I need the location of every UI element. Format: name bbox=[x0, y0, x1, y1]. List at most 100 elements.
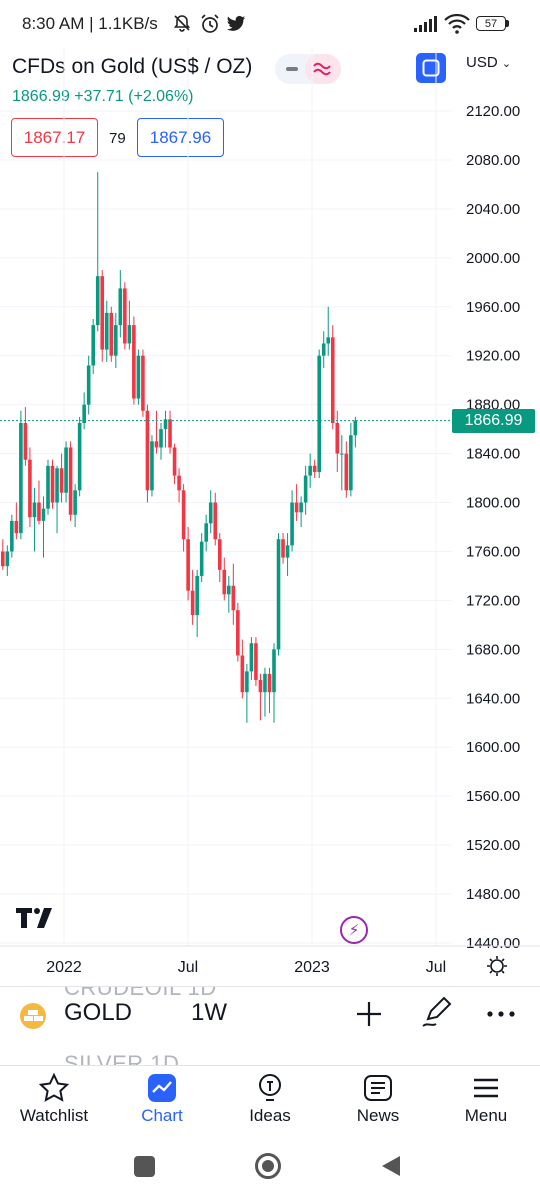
candle bbox=[114, 312, 118, 368]
candle-body bbox=[240, 655, 245, 693]
nav-watchlist[interactable]: Watchlist bbox=[0, 1064, 108, 1138]
y-axis: 2120.00 2080.00 2040.00 2000.00 1960.00 1920.… bbox=[466, 103, 520, 952]
candle-body bbox=[141, 355, 145, 411]
candle bbox=[141, 349, 145, 417]
nav-label-news: News bbox=[356, 1106, 400, 1125]
last-price-tag: 1866.99 bbox=[452, 408, 535, 433]
candle bbox=[46, 459, 50, 515]
chart-grid bbox=[0, 48, 452, 946]
x-tick-label: Jul bbox=[426, 959, 446, 976]
candle bbox=[267, 667, 272, 713]
more-icon[interactable] bbox=[486, 997, 516, 1031]
candle-body bbox=[163, 419, 168, 430]
next-symbol-ghost: SILVER 1D bbox=[64, 1051, 180, 1066]
candle bbox=[294, 484, 299, 521]
candle-body bbox=[199, 541, 204, 576]
candle-body bbox=[159, 429, 163, 448]
sell-price: 1867.17 bbox=[23, 127, 86, 147]
symbol-name[interactable]: GOLD bbox=[64, 999, 133, 1026]
candle bbox=[303, 465, 308, 515]
tradingview-logo[interactable] bbox=[16, 906, 58, 928]
news-icon bbox=[364, 1075, 392, 1101]
y-tick-label: 2000.00 bbox=[466, 250, 520, 267]
candle bbox=[285, 533, 290, 576]
candle-body bbox=[204, 523, 208, 542]
menu-icon bbox=[474, 1078, 498, 1098]
y-tick-label: 2120.00 bbox=[466, 103, 520, 120]
candle bbox=[335, 410, 340, 472]
y-tick-label: 1800.00 bbox=[466, 495, 520, 512]
candle bbox=[245, 664, 249, 723]
back-icon[interactable] bbox=[380, 1154, 402, 1178]
candle bbox=[177, 468, 181, 503]
x-tick-label: 2022 bbox=[46, 959, 82, 976]
chevron-down-icon: ⌄ bbox=[501, 58, 512, 70]
recents-icon[interactable] bbox=[134, 1156, 155, 1177]
candle bbox=[77, 416, 82, 497]
y-tick-label: 1640.00 bbox=[466, 690, 520, 707]
candles bbox=[0, 172, 358, 723]
sell-button[interactable]: 1867.17 bbox=[11, 118, 98, 157]
candle bbox=[204, 514, 208, 552]
wave-icon bbox=[313, 62, 331, 76]
candle-body bbox=[186, 539, 190, 591]
add-icon[interactable] bbox=[352, 997, 386, 1031]
candle-body bbox=[330, 337, 335, 423]
candle-body bbox=[267, 673, 272, 693]
candle-body bbox=[308, 465, 312, 476]
candle-body bbox=[227, 585, 231, 595]
battery-tip bbox=[506, 20, 509, 27]
candle-body bbox=[86, 365, 91, 405]
candle bbox=[159, 423, 163, 460]
candle bbox=[10, 514, 14, 558]
symbol-bar[interactable]: CRUDEOIL 1D SILVER 1D GOLD 1W bbox=[0, 986, 540, 1066]
chart-mode-toggle[interactable] bbox=[275, 54, 341, 84]
candle bbox=[258, 673, 263, 721]
y-tick-label: 2040.00 bbox=[466, 201, 520, 218]
nav-chart[interactable]: Chart bbox=[108, 1064, 216, 1138]
buy-button[interactable]: 1867.96 bbox=[137, 118, 224, 157]
interval-selector[interactable]: 1W bbox=[191, 999, 227, 1026]
chart-settings-icon[interactable] bbox=[487, 956, 507, 976]
currency-select[interactable]: USD ⌄ bbox=[466, 54, 511, 71]
candle bbox=[118, 270, 123, 338]
candle-body bbox=[181, 490, 186, 540]
candle-body bbox=[340, 453, 344, 455]
y-tick-label: 1480.00 bbox=[466, 886, 520, 903]
candle bbox=[95, 172, 100, 332]
bottom-nav: Watchlist Chart Ideas News Menu bbox=[0, 1064, 540, 1138]
nav-label-ideas: Ideas bbox=[249, 1106, 291, 1125]
nav-menu[interactable]: Menu bbox=[432, 1064, 540, 1138]
candle-body bbox=[118, 288, 123, 326]
candle-body bbox=[299, 502, 303, 513]
candle bbox=[236, 602, 240, 662]
candle-body bbox=[104, 312, 109, 350]
candle-body bbox=[10, 520, 14, 552]
candle bbox=[263, 667, 267, 717]
candle-body bbox=[82, 404, 86, 423]
candle bbox=[353, 416, 358, 448]
candle-body bbox=[294, 502, 299, 513]
x-axis: 2022 Jul 2023 Jul bbox=[46, 959, 446, 976]
price-chart[interactable]: 2120.00 2080.00 2040.00 2000.00 1960.00 1920.… bbox=[0, 0, 540, 986]
home-icon[interactable] bbox=[255, 1153, 281, 1179]
candle bbox=[276, 533, 281, 656]
candle bbox=[330, 325, 335, 430]
candle-body bbox=[64, 447, 68, 493]
candle bbox=[154, 410, 159, 454]
candle bbox=[231, 563, 236, 625]
y-tick-label: 1680.00 bbox=[466, 641, 520, 658]
candle bbox=[163, 410, 168, 448]
candle bbox=[213, 492, 218, 546]
flash-icon[interactable]: ⚡ bbox=[340, 916, 368, 944]
candle bbox=[91, 319, 95, 375]
candle bbox=[0, 539, 5, 570]
nav-ideas[interactable]: Ideas bbox=[216, 1064, 324, 1138]
candle-body bbox=[19, 423, 23, 534]
pen-icon[interactable] bbox=[420, 995, 454, 1029]
fullscreen-button[interactable] bbox=[416, 53, 446, 83]
mode-toggle-active[interactable] bbox=[305, 54, 341, 84]
symbol-title[interactable]: CFDs on Gold (US$ / OZ) bbox=[12, 55, 253, 78]
y-tick-label: 1760.00 bbox=[466, 543, 520, 560]
nav-news[interactable]: News bbox=[324, 1064, 432, 1138]
